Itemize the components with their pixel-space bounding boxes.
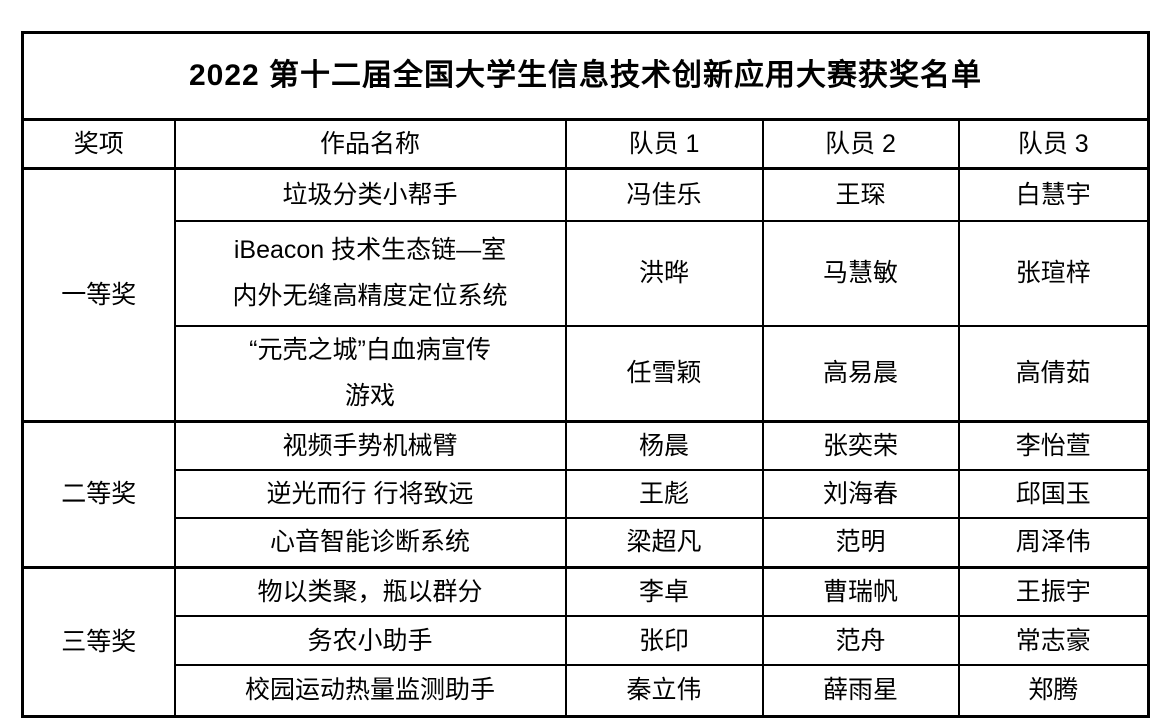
- cell-work: 心音智能诊断系统: [173, 517, 567, 568]
- cell-member1: 秦立伟: [564, 664, 764, 717]
- cell-member2: 范明: [761, 517, 960, 568]
- table-row: iBeacon 技术生态链—室 内外无缝高精度定位系统 洪晔 马慧敏 张瑄梓: [23, 219, 1150, 327]
- table-row: 校园运动热量监测助手 秦立伟 薛雨星 郑腾: [23, 664, 1150, 717]
- cell-member2: 高易晨: [761, 324, 960, 423]
- cell-member2: 王琛: [761, 167, 960, 222]
- table-row: 务农小助手 张印 范舟 常志豪: [23, 615, 1150, 666]
- award-group-label-second-prize: 二等奖: [21, 420, 176, 568]
- table-row: 二等奖 视频手势机械臂 杨晨 张奕荣 李怡萱: [21, 420, 1150, 568]
- cell-member2: 马慧敏: [761, 219, 960, 327]
- cell-member1: 张印: [564, 615, 764, 666]
- cell-work: “元壳之城”白血病宣传 游戏: [173, 324, 567, 423]
- cell-member3: 周泽伟: [957, 517, 1150, 568]
- cell-work: 校园运动热量监测助手: [173, 664, 567, 717]
- table-row: 一等奖 垃圾分类小帮手 冯佳乐 王琛 白慧宇: [21, 167, 1150, 423]
- cell-member3: 邱国玉: [957, 469, 1150, 519]
- table-header-row: 奖项 作品名称 队员 1 队员 2 队员 3: [21, 118, 1150, 170]
- column-header-award: 奖项: [21, 118, 176, 170]
- cell-member1: 任雪颖: [564, 324, 764, 423]
- cell-member1: 李卓: [564, 565, 764, 617]
- column-header-member1: 队员 1: [564, 118, 764, 170]
- award-group-label-third-prize: 三等奖: [21, 565, 176, 717]
- cell-work: iBeacon 技术生态链—室 内外无缝高精度定位系统: [173, 219, 567, 327]
- cell-member1: 冯佳乐: [564, 167, 764, 222]
- column-header-work: 作品名称: [173, 118, 567, 170]
- cell-member3: 王振宇: [957, 565, 1150, 617]
- award-group-label-first-prize: 一等奖: [21, 167, 176, 423]
- cell-member3: 高倩茹: [957, 324, 1150, 423]
- cell-member3: 李怡萱: [957, 420, 1150, 471]
- page-title: 2022 第十二届全国大学生信息技术创新应用大赛获奖名单: [21, 31, 1150, 121]
- cell-member1: 梁超凡: [564, 517, 764, 568]
- cell-member3: 白慧宇: [957, 167, 1150, 222]
- cell-member2: 张奕荣: [761, 420, 960, 471]
- cell-member3: 张瑄梓: [957, 219, 1150, 327]
- cell-work: 垃圾分类小帮手: [173, 167, 567, 222]
- cell-member2: 刘海春: [761, 469, 960, 519]
- cell-work: 视频手势机械臂: [173, 420, 567, 471]
- cell-member1: 王彪: [564, 469, 764, 519]
- cell-member2: 薛雨星: [761, 664, 960, 717]
- cell-member3: 常志豪: [957, 615, 1150, 666]
- cell-member1: 杨晨: [564, 420, 764, 471]
- cell-work: 逆光而行 行将致远: [173, 469, 567, 519]
- cell-member2: 曹瑞帆: [761, 565, 960, 617]
- cell-member3: 郑腾: [957, 664, 1150, 717]
- awards-table: 2022 第十二届全国大学生信息技术创新应用大赛获奖名单 奖项 作品名称 队员 …: [21, 31, 1151, 718]
- cell-work: 物以类聚，瓶以群分: [173, 565, 567, 617]
- table-row: “元壳之城”白血病宣传 游戏 任雪颖 高易晨 高倩茹: [23, 324, 1150, 423]
- cell-member1: 洪晔: [564, 219, 764, 327]
- column-header-member3: 队员 3: [957, 118, 1150, 170]
- cell-member2: 范舟: [761, 615, 960, 666]
- table-row: 逆光而行 行将致远 王彪 刘海春 邱国玉: [23, 469, 1150, 519]
- table-title-row: 2022 第十二届全国大学生信息技术创新应用大赛获奖名单: [21, 31, 1150, 121]
- cell-work: 务农小助手: [173, 615, 567, 666]
- table-row: 三等奖 物以类聚，瓶以群分 李卓 曹瑞帆 王振宇: [21, 565, 1150, 717]
- table-row: 心音智能诊断系统 梁超凡 范明 周泽伟: [23, 517, 1150, 568]
- column-header-member2: 队员 2: [761, 118, 960, 170]
